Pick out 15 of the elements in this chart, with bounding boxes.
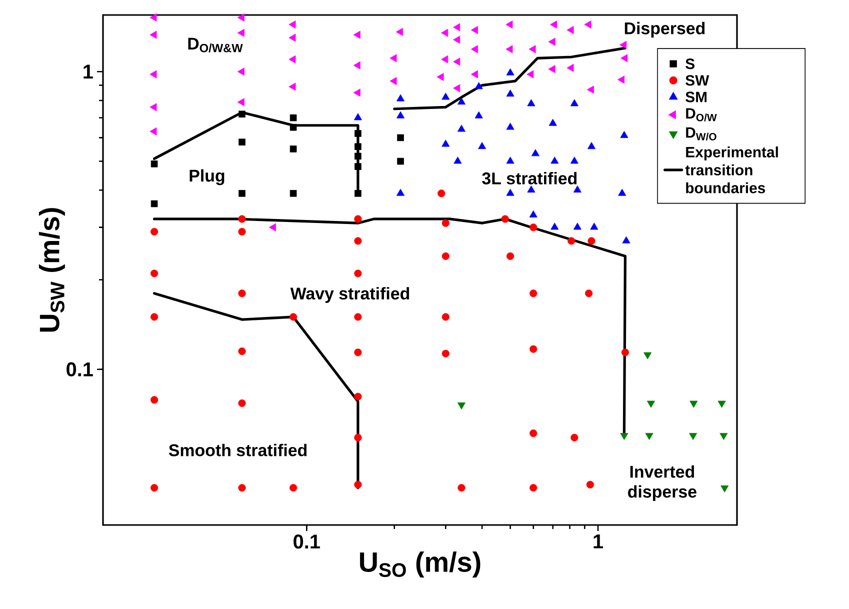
- annotation: Inverted disperse: [628, 465, 696, 502]
- legend-label: S: [686, 58, 694, 70]
- annotation: 3L stratified: [482, 172, 577, 184]
- legend-label: SM: [686, 92, 707, 102]
- annotation: Plug: [190, 169, 224, 186]
- legend-label: Experimental transition boundaries: [685, 146, 778, 194]
- annotation: D$_{O/W&W}$: [188, 38, 243, 52]
- legend-label: D$_{O/W}$: [686, 108, 717, 122]
- y-axis-title: U$_{SW}$ (m/s): [38, 208, 65, 332]
- annotation: Smooth stratified: [168, 444, 307, 456]
- legend-label: D$_{W/O}$: [686, 127, 716, 140]
- annotation: Wavy stratified: [290, 287, 410, 303]
- annotation: Dispersed: [624, 22, 705, 38]
- x-axis-title: U$_{SO}$ (m/s): [360, 551, 480, 578]
- legend-label: SW: [686, 75, 710, 86]
